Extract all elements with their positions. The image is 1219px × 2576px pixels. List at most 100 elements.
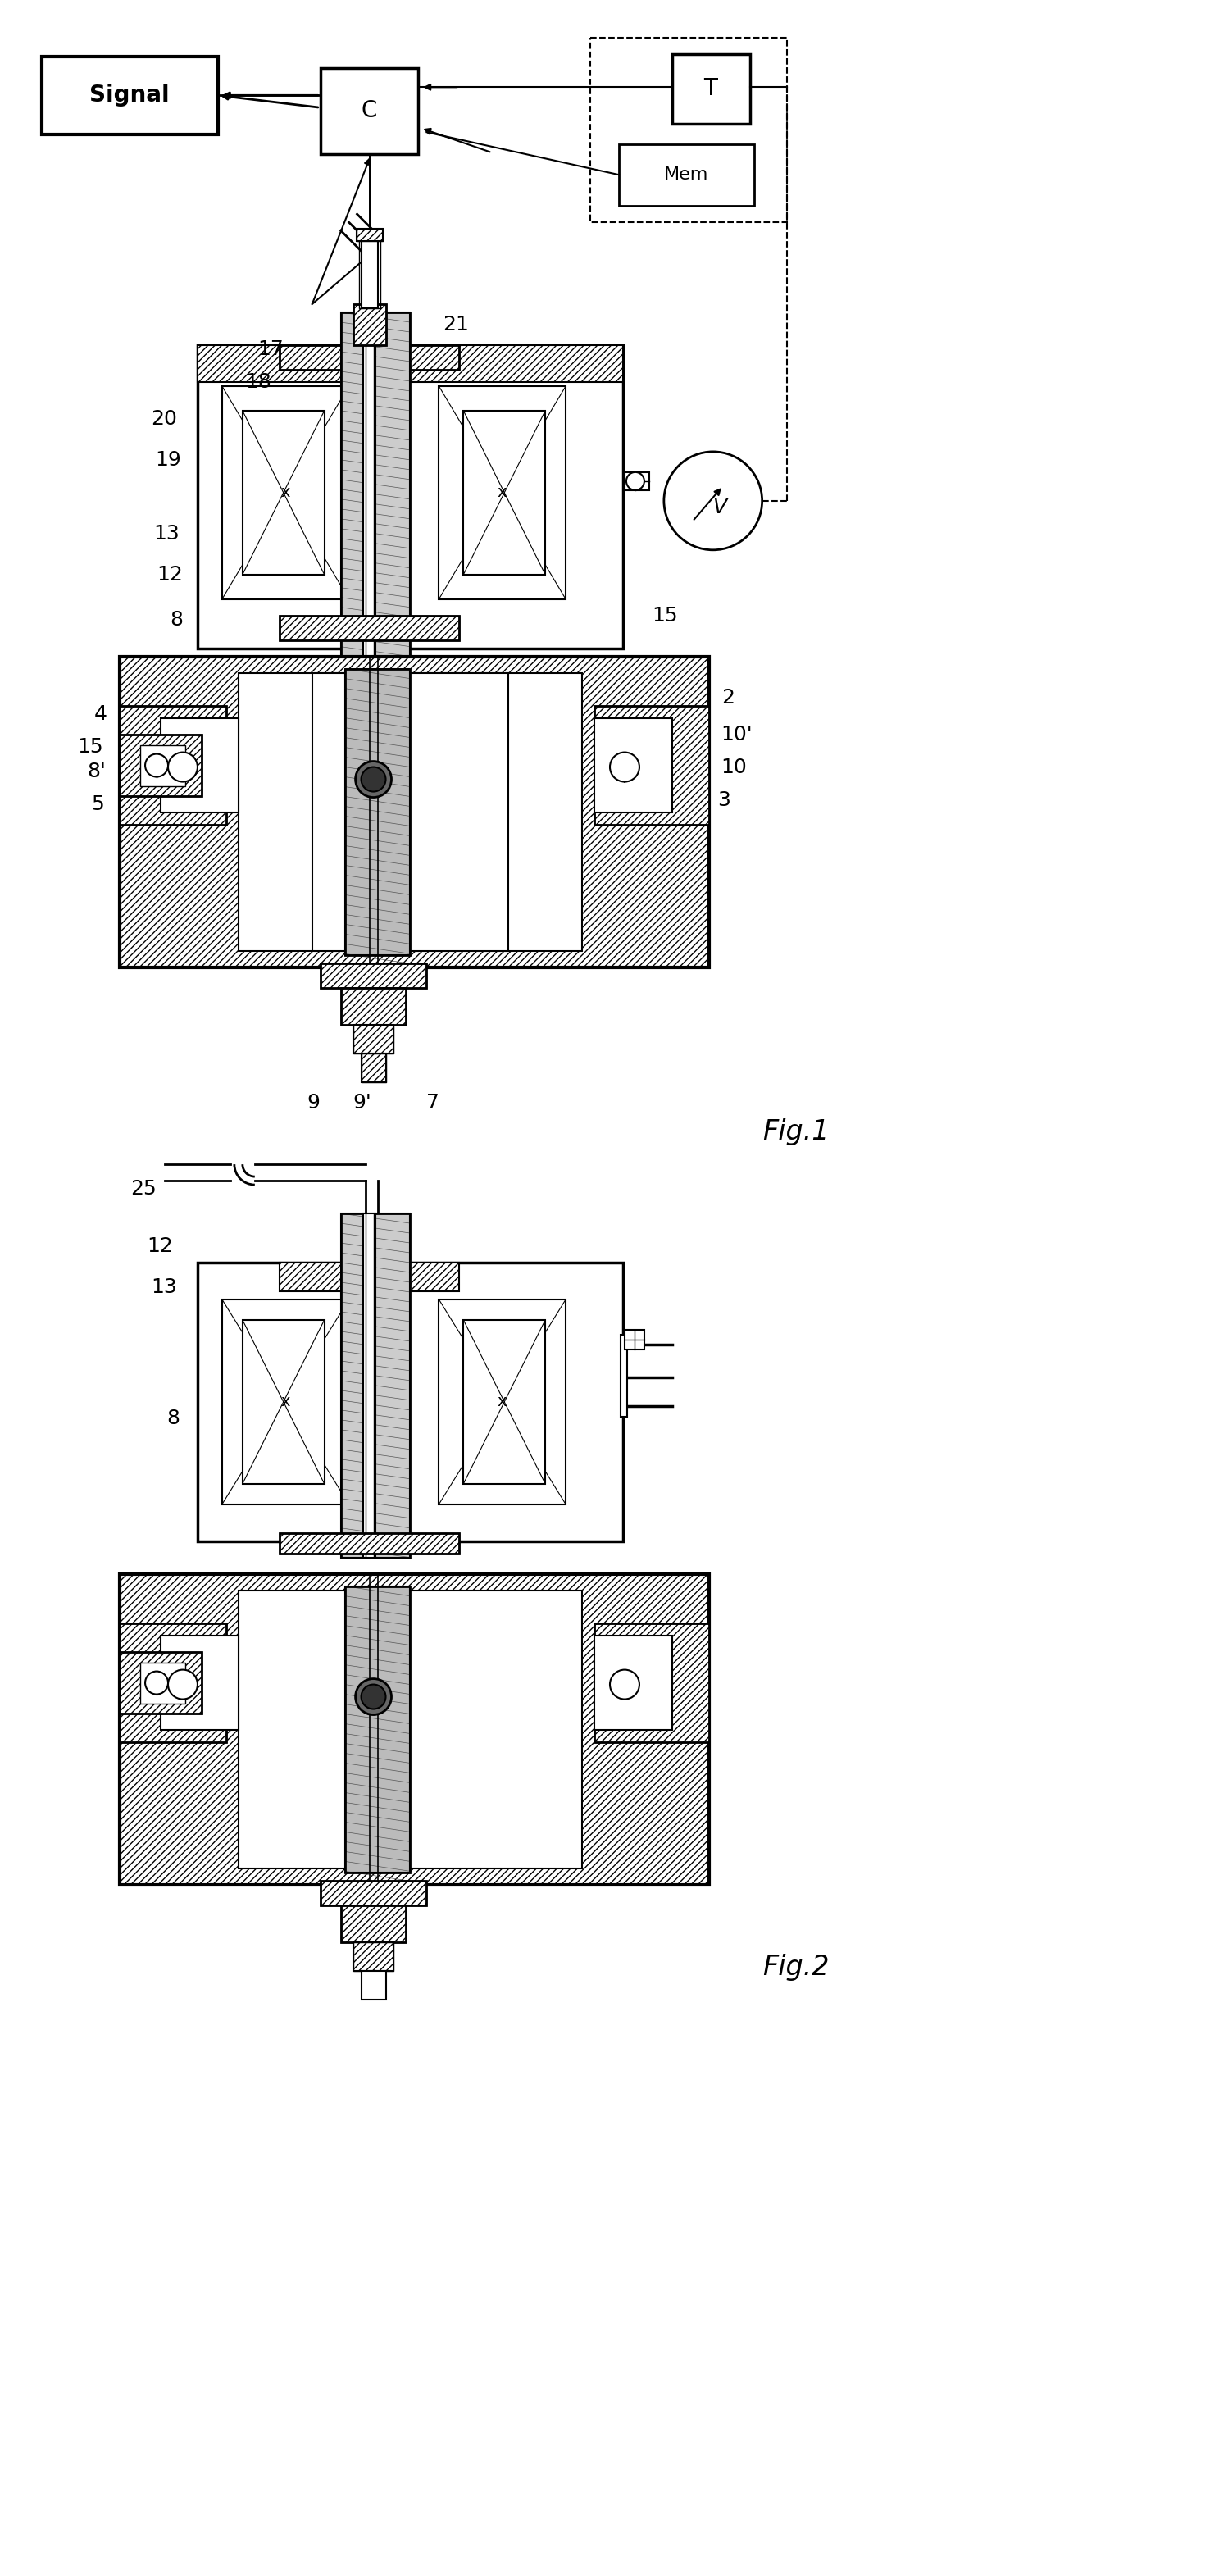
Text: Signal: Signal [89, 85, 169, 106]
Bar [354, 1025, 394, 1054]
Circle shape [664, 451, 762, 549]
Bar [119, 1651, 201, 1713]
Text: 9': 9' [354, 1092, 372, 1113]
Bar [119, 1651, 201, 1713]
Bar [321, 1880, 427, 1906]
Circle shape [610, 752, 640, 781]
Bar [345, 1587, 411, 1873]
Circle shape [361, 1685, 385, 1708]
Text: 4: 4 [94, 703, 107, 724]
Text: 8': 8' [87, 762, 106, 781]
Bar [595, 1623, 709, 1741]
Bar [140, 1662, 185, 1703]
Text: 15: 15 [78, 737, 104, 757]
Text: C: C [361, 100, 378, 124]
Bar [363, 1213, 375, 1558]
Bar [119, 1623, 227, 1741]
Text: 15: 15 [652, 605, 678, 626]
Bar [340, 989, 406, 1025]
Bar [361, 240, 378, 309]
Bar [239, 1589, 583, 1868]
Bar [354, 304, 385, 345]
Circle shape [356, 1680, 391, 1716]
Text: 21: 21 [442, 314, 469, 335]
Text: 13: 13 [154, 523, 179, 544]
Text: Fig.1: Fig.1 [762, 1118, 829, 1146]
Bar [243, 1319, 324, 1484]
Bar [354, 1942, 394, 1971]
Bar [197, 345, 623, 381]
Text: 17: 17 [257, 340, 284, 358]
Bar [358, 234, 380, 309]
Text: Mem: Mem [663, 167, 708, 183]
Bar [279, 616, 460, 639]
Bar [119, 657, 709, 969]
Bar [595, 1636, 672, 1728]
Bar [354, 1025, 394, 1054]
Text: 3: 3 [717, 791, 730, 809]
Bar [463, 1319, 545, 1484]
Text: 8: 8 [169, 611, 183, 629]
Text: 2: 2 [722, 688, 734, 708]
Circle shape [361, 768, 385, 791]
Bar [119, 1574, 709, 1886]
Bar [119, 1623, 227, 1741]
Text: x: x [280, 484, 290, 500]
Text: Fig.2: Fig.2 [762, 1953, 829, 1981]
Bar [312, 672, 508, 951]
Bar [624, 1329, 645, 1350]
Bar [119, 706, 227, 824]
Bar [279, 1262, 460, 1291]
Circle shape [168, 1669, 197, 1700]
Text: 19: 19 [155, 451, 182, 469]
Bar [140, 744, 185, 786]
Bar [439, 1298, 566, 1504]
Bar [239, 672, 583, 951]
Bar [279, 616, 460, 639]
Bar [345, 1587, 411, 1873]
Text: 18: 18 [245, 371, 271, 392]
Bar [624, 471, 650, 489]
Bar [340, 1213, 411, 1558]
Bar [595, 719, 672, 811]
Text: 5: 5 [91, 793, 105, 814]
Bar [222, 1298, 349, 1504]
Bar [354, 1942, 394, 1971]
Bar [321, 963, 427, 989]
Bar [361, 1054, 385, 1082]
Text: 12: 12 [146, 1236, 173, 1257]
Bar [41, 57, 218, 134]
Bar [590, 39, 786, 222]
Bar [356, 229, 383, 242]
Bar [340, 312, 411, 672]
Bar [672, 54, 750, 124]
Bar [321, 963, 427, 989]
Bar [595, 706, 709, 824]
Text: 10: 10 [722, 757, 747, 778]
Circle shape [356, 762, 391, 799]
Bar [340, 1213, 411, 1558]
Bar [119, 734, 201, 796]
Bar [356, 229, 383, 242]
Bar [279, 1533, 460, 1553]
Text: x: x [497, 1394, 507, 1409]
Circle shape [627, 471, 645, 489]
Circle shape [145, 755, 168, 778]
Bar [340, 312, 411, 672]
Text: 8: 8 [167, 1409, 179, 1427]
Text: 7: 7 [427, 1092, 440, 1113]
Bar [595, 1623, 709, 1741]
Text: 13: 13 [151, 1278, 177, 1298]
Bar [340, 1906, 406, 1942]
Bar [119, 1574, 709, 1886]
Bar [354, 304, 385, 345]
Bar [119, 734, 201, 796]
Bar [361, 1054, 385, 1082]
Bar [340, 1906, 406, 1942]
Bar [222, 386, 349, 600]
Circle shape [145, 1672, 168, 1695]
Bar [119, 706, 227, 824]
Bar [345, 670, 411, 956]
Bar [620, 1334, 627, 1417]
Bar [595, 706, 709, 824]
